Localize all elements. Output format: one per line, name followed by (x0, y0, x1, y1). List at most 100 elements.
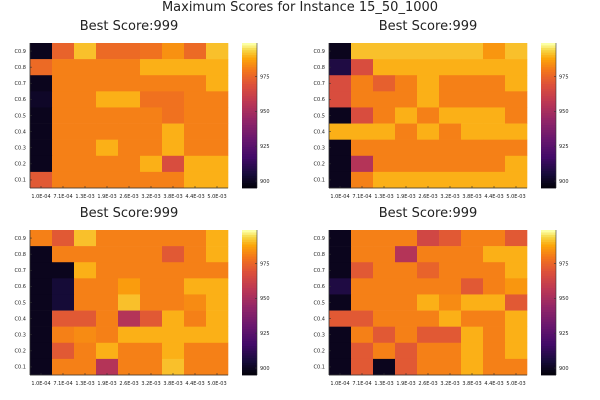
heatmap-cell (351, 155, 374, 173)
heatmap-cell (162, 123, 185, 140)
heatmap-cell (74, 107, 97, 124)
colorbar-segment (242, 275, 257, 279)
heatmap-cell (373, 107, 396, 124)
y-tick-label: C0.4 (15, 129, 26, 135)
heatmap-cell (439, 59, 462, 76)
colorbar-segment (541, 110, 556, 114)
colorbar-segment (541, 280, 556, 284)
colorbar-segment (541, 256, 556, 260)
colorbar-segment (541, 234, 556, 238)
heatmap-cell (439, 75, 462, 92)
heatmap-cell (30, 91, 53, 108)
colorbar-segment (541, 246, 556, 250)
colorbar-segment (541, 156, 556, 160)
heatmap-cell (395, 123, 418, 140)
colorbar-segment (541, 321, 556, 325)
colorbar-segment (541, 146, 556, 150)
heatmap-cell (74, 139, 97, 157)
heatmap-cell (52, 43, 75, 60)
heatmap-cell (162, 326, 185, 344)
heatmap-cell (417, 91, 440, 108)
colorbar-segment (541, 292, 556, 296)
colorbar-segment (541, 64, 556, 68)
heatmap-cell (206, 230, 229, 247)
colorbar-segment (242, 266, 257, 270)
heatmap-cell (206, 358, 229, 376)
heatmap-cell (395, 278, 418, 295)
x-tick-label: 5.0E-03 (506, 381, 525, 387)
colorbar-segment (242, 180, 257, 184)
heatmap-cell (184, 139, 207, 157)
colorbar-segment (242, 81, 257, 85)
colorbar-segment (541, 362, 556, 366)
heatmap-cell (206, 326, 229, 344)
colorbar-segment (541, 168, 556, 172)
heatmap-cell (439, 342, 462, 360)
heatmap-cell (329, 155, 352, 173)
heatmap-cell (52, 278, 75, 295)
heatmap-cell (329, 139, 352, 157)
colorbar-segment (242, 173, 257, 177)
heatmap-cell (439, 294, 462, 311)
colorbar-segment (541, 139, 556, 143)
y-tick-label: C0.8 (15, 65, 26, 71)
heatmap-cell (417, 358, 440, 376)
heatmap-cell (461, 91, 484, 108)
heatmap-cell (483, 246, 506, 263)
heatmap-cell (162, 91, 185, 108)
heatmap-cell (96, 139, 119, 157)
colorbar-tick-label: 975 (260, 261, 270, 267)
x-tick-label: 3.2E-03 (141, 194, 160, 200)
heatmap-cell (329, 262, 352, 279)
heatmap-cell (74, 262, 97, 279)
heatmap-cell (373, 294, 396, 311)
colorbar-segment (541, 45, 556, 49)
heatmap-cell (483, 358, 506, 376)
heatmap-cell (140, 294, 163, 311)
heatmap-cell (118, 278, 141, 295)
heatmap-cell (373, 43, 396, 60)
colorbar-segment (541, 290, 556, 294)
heatmap-cell (461, 326, 484, 344)
colorbar-tick-label: 975 (260, 74, 270, 80)
heatmap-panel-4: Best Score:999 C0.1 C0.2 C0.3 C0.4 C0.5 C0.6 C0… (314, 206, 569, 387)
heatmap-cell (461, 342, 484, 360)
heatmap-cell (505, 75, 528, 92)
colorbar-segment (541, 266, 556, 270)
heatmap-cell (505, 59, 528, 76)
heatmap-cell (373, 358, 396, 376)
heatmap-cell (74, 246, 97, 263)
heatmap-cell (461, 171, 484, 189)
y-tick-label: C0.5 (314, 113, 325, 119)
colorbar-segment (242, 161, 257, 165)
heatmap-cell (351, 107, 374, 124)
heatmap-cell (351, 139, 374, 157)
colorbar-segment (242, 230, 257, 233)
colorbar-segment (242, 338, 257, 342)
colorbar-segment (541, 134, 556, 138)
colorbar-segment (242, 96, 257, 99)
heatmap-cell (395, 326, 418, 344)
heatmap-cell (74, 230, 97, 247)
colorbar-segment (541, 319, 556, 323)
heatmap-cell (140, 43, 163, 60)
colorbar-segment (242, 175, 257, 179)
colorbar-segment (242, 52, 257, 56)
heatmap-cell (483, 91, 506, 108)
colorbar-segment (242, 292, 257, 296)
colorbar-segment (541, 338, 556, 342)
heatmap-cell (118, 326, 141, 344)
colorbar-segment (541, 249, 556, 253)
heatmap-cell (417, 43, 440, 60)
heatmap-cell (140, 342, 163, 360)
colorbar-tick-label: 925 (559, 144, 569, 150)
colorbar-segment (242, 88, 257, 92)
heatmap-cell (30, 358, 53, 376)
colorbar-segment (242, 343, 257, 347)
heatmap-cell (417, 294, 440, 311)
heatmap-cell (505, 155, 528, 173)
colorbar-segment (541, 285, 556, 289)
x-tick-label: 2.6E-03 (119, 381, 138, 387)
heatmap-cell (184, 91, 207, 108)
colorbar-segment (541, 237, 556, 241)
